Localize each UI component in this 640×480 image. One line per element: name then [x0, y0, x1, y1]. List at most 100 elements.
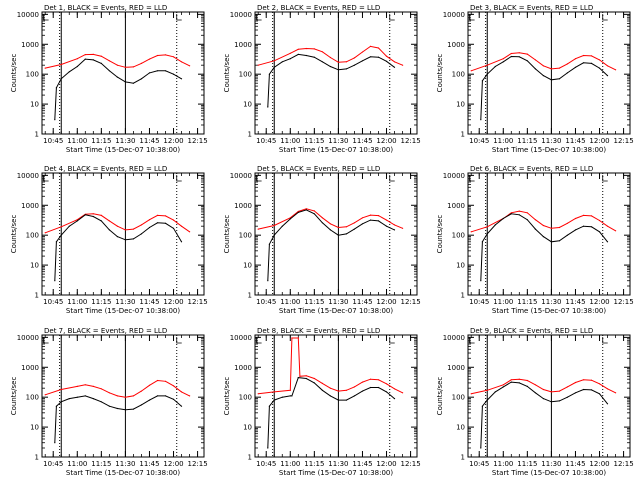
- lld-data-point: [590, 379, 593, 381]
- events-data-point: [369, 386, 372, 389]
- events-data-point: [606, 241, 609, 243]
- lld-data-point: [615, 392, 617, 394]
- y-tick-label: 1000: [21, 364, 39, 372]
- lld-data-point: [108, 60, 110, 62]
- y-tick-label: 1: [35, 292, 39, 300]
- lld-data-point: [329, 387, 331, 389]
- lld-data-point: [606, 388, 609, 390]
- events-data-point: [526, 219, 528, 221]
- events-data-point: [313, 213, 315, 215]
- lld-data-point: [470, 70, 472, 72]
- events-data-point: [180, 241, 183, 243]
- events-data-point: [481, 241, 483, 243]
- x-tick-label: 11:45: [139, 137, 159, 145]
- y-tick-label: 100: [26, 394, 39, 402]
- x-tick-label: 11:15: [304, 298, 324, 306]
- lld-data-point: [189, 395, 191, 397]
- events-series-line: [480, 55, 608, 120]
- lld-data-point: [502, 384, 504, 386]
- x-tick-label: 12:15: [400, 460, 420, 468]
- x-tick-label: 11:45: [352, 137, 372, 145]
- lld-data-point: [116, 64, 118, 66]
- events-data-point: [273, 66, 275, 68]
- lld-data-point: [156, 54, 159, 57]
- events-series-line: [54, 214, 182, 281]
- lld-data-point: [486, 226, 488, 228]
- events-data-point: [148, 226, 151, 229]
- events-data-point: [510, 55, 512, 58]
- y-tick-label: 1000: [447, 364, 465, 372]
- lld-data-point: [180, 225, 183, 227]
- events-data-point: [558, 400, 561, 402]
- lld-data-point: [393, 224, 396, 226]
- events-data-point: [132, 408, 134, 410]
- events-data-point: [68, 225, 70, 227]
- events-data-point: [268, 73, 270, 75]
- y-axis-label: Counts/sec: [10, 377, 18, 416]
- lld-data-point: [542, 65, 545, 67]
- y-axis-label: Counts/sec: [223, 215, 231, 254]
- events-data-point: [100, 220, 102, 222]
- events-data-point: [92, 398, 94, 400]
- lld-data-point: [164, 215, 167, 217]
- lld-data-point: [590, 215, 593, 217]
- lld-data-point: [273, 60, 275, 62]
- lld-data-point: [550, 391, 553, 393]
- events-data-point: [542, 236, 545, 238]
- x-axis-label: Start Time (15-Dec-07 10:38:00): [66, 307, 180, 315]
- events-data-point: [305, 54, 307, 57]
- lld-data-point: [361, 51, 364, 53]
- events-data-point: [321, 61, 323, 63]
- x-tick-label: 11:00: [67, 298, 87, 306]
- x-tick-label: 10:45: [469, 298, 489, 306]
- chart-title: Det 5, BLACK = Events, RED = LLD: [257, 165, 380, 173]
- x-tick-label: 12:00: [163, 460, 183, 468]
- lld-data-point: [140, 224, 142, 226]
- events-data-point: [321, 222, 323, 224]
- events-data-point: [172, 73, 175, 75]
- lld-data-point: [60, 388, 62, 391]
- x-tick-label: 10:45: [469, 460, 489, 468]
- lld-data-point: [598, 59, 601, 61]
- events-data-point: [337, 234, 339, 236]
- lld-data-point: [534, 384, 537, 386]
- bracket-mark: [176, 337, 182, 344]
- lld-data-point: [257, 393, 259, 395]
- y-axis-label: Counts/sec: [436, 215, 444, 254]
- x-tick-label: 11:30: [115, 137, 135, 145]
- lld-data-point: [518, 52, 520, 54]
- events-data-point: [337, 69, 339, 71]
- bracket-mark: [469, 175, 475, 182]
- events-data-point: [268, 243, 270, 245]
- y-axis-label: Counts/sec: [10, 215, 18, 254]
- lld-data-point: [470, 231, 472, 233]
- events-data-point: [289, 58, 291, 60]
- lld-data-point: [273, 391, 275, 393]
- lld-data-point: [180, 61, 183, 63]
- plot-frame: [254, 334, 418, 458]
- chart-title: Det 2, BLACK = Events, RED = LLD: [257, 4, 380, 12]
- events-data-point: [566, 72, 569, 74]
- events-data-point: [534, 228, 537, 230]
- events-data-point: [353, 395, 355, 397]
- lld-data-point: [393, 388, 396, 390]
- events-data-point: [393, 398, 396, 400]
- lld-data-point: [305, 208, 307, 210]
- x-tick-label: 11:00: [280, 137, 300, 145]
- lld-data-point: [377, 47, 380, 49]
- lld-data-point: [100, 55, 102, 57]
- events-data-point: [92, 215, 94, 218]
- chart-title: Det 3, BLACK = Events, RED = LLD: [470, 4, 593, 12]
- lld-data-point: [542, 388, 545, 391]
- lld-data-point: [60, 226, 62, 228]
- y-tick-label: 10000: [443, 172, 465, 180]
- events-data-point: [60, 234, 62, 236]
- plot-frame: [41, 334, 205, 458]
- events-data-point: [92, 59, 94, 61]
- events-data-point: [502, 386, 504, 388]
- events-data-point: [494, 224, 496, 226]
- lld-data-point: [615, 69, 617, 71]
- chart-panel: Det 2, BLACK = Events, RED = LLD 1 10 100 10…: [223, 4, 421, 154]
- lld-data-point: [566, 222, 569, 224]
- bracket-mark: [389, 175, 395, 182]
